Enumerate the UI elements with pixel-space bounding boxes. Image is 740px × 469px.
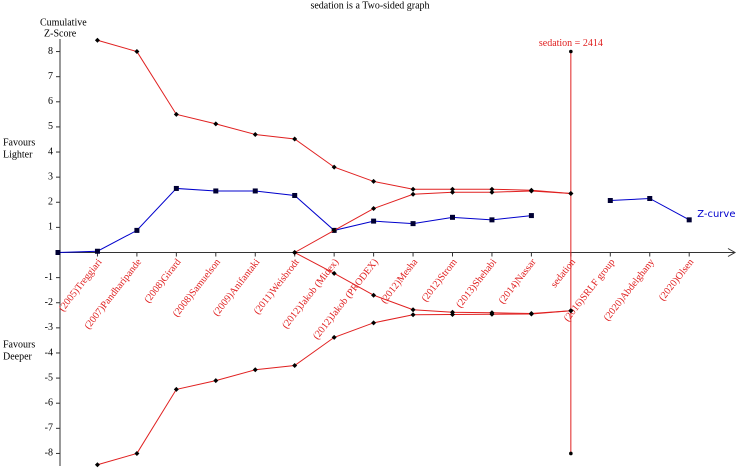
y-tick-label: -5 bbox=[45, 372, 53, 383]
boundary-point bbox=[410, 307, 416, 313]
boundary-point bbox=[371, 178, 377, 184]
x-tick-label: (2008)Girard bbox=[142, 257, 183, 305]
boundary-point bbox=[489, 186, 495, 192]
z-point bbox=[252, 188, 258, 194]
z-point bbox=[94, 248, 100, 254]
y-tick-label: 3 bbox=[48, 171, 53, 182]
x-tick-label: (2012)Strom bbox=[420, 257, 460, 304]
boundary-point bbox=[252, 131, 258, 137]
y-tick-label: -3 bbox=[45, 322, 53, 333]
boundary-point bbox=[292, 136, 298, 142]
x-tick-label: (2013)Shehabi bbox=[454, 257, 499, 310]
y-tick-label: -1 bbox=[45, 272, 53, 283]
x-axis-arrow bbox=[727, 248, 737, 257]
series-line bbox=[57, 187, 532, 253]
z-point bbox=[686, 217, 692, 223]
boundary-point bbox=[94, 37, 100, 43]
boundary-point bbox=[410, 191, 416, 197]
y-tick-label: 4 bbox=[48, 146, 53, 157]
z-point bbox=[528, 213, 534, 219]
boundary-point bbox=[450, 309, 455, 315]
favours-label: Favours bbox=[3, 137, 35, 148]
series-line bbox=[97, 39, 571, 194]
y-axis-label: Z-Score bbox=[44, 28, 77, 39]
x-tick-label: sedation bbox=[549, 257, 578, 290]
z-point bbox=[607, 198, 613, 204]
z-point bbox=[173, 185, 179, 191]
z-point bbox=[213, 188, 219, 194]
boundary-point bbox=[213, 378, 219, 384]
boundary-point bbox=[489, 189, 495, 195]
x-tick-label: (2020)Olsen bbox=[657, 257, 696, 303]
y-tick-label: 1 bbox=[48, 222, 53, 233]
y-tick-label: 5 bbox=[48, 121, 53, 132]
z-point bbox=[134, 227, 140, 233]
y-tick-label: -7 bbox=[45, 423, 53, 434]
z-point bbox=[647, 195, 653, 201]
boundary-point bbox=[568, 190, 574, 196]
boundary-point bbox=[450, 189, 455, 195]
boundary-point bbox=[292, 250, 298, 255]
boundary-point bbox=[450, 186, 455, 192]
boundary-point bbox=[568, 308, 574, 314]
boundary-point bbox=[410, 312, 416, 318]
favours-label: Deeper bbox=[3, 351, 33, 362]
boundary-point bbox=[134, 49, 140, 55]
z-point bbox=[489, 217, 495, 223]
y-tick-label: -6 bbox=[45, 398, 53, 409]
boundary-point bbox=[528, 311, 534, 317]
boundary-point bbox=[331, 164, 337, 170]
boundary-point bbox=[134, 450, 140, 456]
boundary-point bbox=[410, 186, 416, 192]
z-point bbox=[292, 192, 298, 198]
y-tick-label: -2 bbox=[45, 297, 53, 308]
boundary-point bbox=[173, 386, 179, 392]
boundary-point bbox=[489, 310, 495, 316]
boundary-point bbox=[331, 334, 337, 340]
y-tick-label: 6 bbox=[48, 96, 53, 107]
z-point bbox=[450, 214, 455, 220]
legend-label: Z-curve bbox=[697, 209, 735, 220]
y-tick-label: -4 bbox=[45, 347, 53, 358]
favours-label: Lighter bbox=[3, 149, 33, 160]
z-point bbox=[410, 221, 416, 227]
boundary-point bbox=[252, 367, 258, 373]
boundary-point bbox=[331, 270, 337, 276]
boundary-point bbox=[94, 462, 100, 468]
y-tick-label: -8 bbox=[45, 448, 53, 459]
boundary-point bbox=[213, 121, 219, 127]
boundary-point bbox=[173, 111, 179, 117]
ris-label: sedation = 2414 bbox=[539, 38, 603, 49]
series-line bbox=[610, 197, 690, 221]
z-point bbox=[371, 218, 377, 224]
ris-end bbox=[569, 451, 573, 456]
ris-end bbox=[569, 49, 573, 54]
series-line bbox=[294, 252, 571, 315]
series-line bbox=[97, 310, 571, 466]
boundary-point bbox=[331, 227, 337, 233]
boundary-point bbox=[371, 320, 377, 326]
z-point bbox=[55, 250, 61, 255]
y-tick-label: 2 bbox=[48, 197, 53, 208]
favours-label: Favours bbox=[3, 339, 35, 350]
y-axis-label: Cumulative bbox=[40, 17, 87, 28]
boundary-point bbox=[371, 292, 377, 298]
x-tick-label: (2014)Nassar bbox=[497, 256, 539, 306]
series-line bbox=[294, 190, 571, 253]
boundary-point bbox=[528, 188, 534, 194]
y-tick-label: 7 bbox=[48, 71, 53, 82]
boundary-point bbox=[371, 206, 377, 212]
y-tick-label: 8 bbox=[48, 46, 53, 57]
boundary-point bbox=[292, 363, 298, 369]
x-tick-label: (2012)Mesha bbox=[379, 257, 421, 306]
chart-title: sedation is a Two-sided graph bbox=[310, 0, 429, 11]
